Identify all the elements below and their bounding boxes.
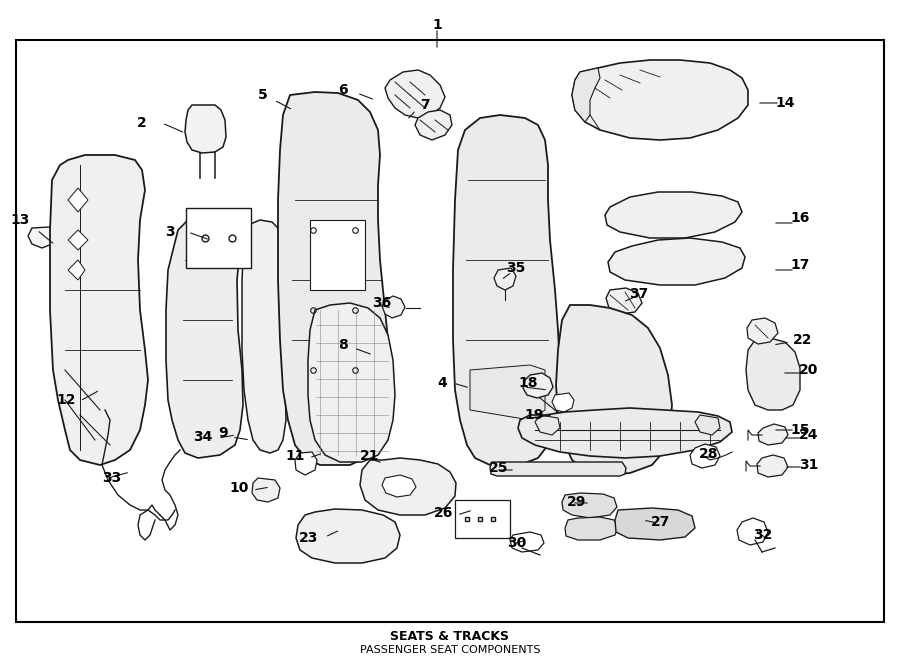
Polygon shape	[296, 509, 400, 563]
Text: 12: 12	[57, 393, 76, 407]
Text: 22: 22	[793, 333, 813, 347]
Polygon shape	[605, 192, 742, 238]
Polygon shape	[360, 458, 456, 515]
Text: 9: 9	[219, 426, 228, 440]
Text: 23: 23	[299, 531, 318, 545]
Polygon shape	[185, 105, 226, 153]
Text: 2: 2	[137, 116, 147, 130]
Text: PASSENGER SEAT COMPONENTS: PASSENGER SEAT COMPONENTS	[360, 645, 540, 655]
Polygon shape	[565, 517, 618, 540]
Text: 4: 4	[437, 376, 447, 390]
Polygon shape	[572, 68, 600, 122]
Text: 30: 30	[507, 536, 526, 550]
Polygon shape	[556, 305, 672, 475]
Polygon shape	[68, 188, 88, 212]
Text: 15: 15	[790, 423, 810, 437]
Polygon shape	[50, 155, 148, 465]
Polygon shape	[470, 365, 545, 420]
Text: 16: 16	[790, 211, 810, 225]
Text: 26: 26	[434, 506, 453, 520]
Polygon shape	[562, 493, 617, 518]
Text: 5: 5	[258, 88, 268, 102]
Polygon shape	[523, 373, 553, 398]
Polygon shape	[737, 518, 768, 545]
Polygon shape	[552, 393, 574, 412]
Text: SEATS & TRACKS: SEATS & TRACKS	[391, 630, 509, 643]
Polygon shape	[747, 318, 778, 344]
Text: 11: 11	[285, 449, 305, 463]
Text: 7: 7	[420, 98, 429, 112]
Polygon shape	[382, 296, 405, 318]
Polygon shape	[572, 60, 748, 140]
Polygon shape	[606, 288, 642, 314]
Text: 17: 17	[790, 258, 810, 272]
Text: 3: 3	[166, 225, 175, 239]
Text: 36: 36	[372, 296, 392, 310]
Text: 10: 10	[230, 481, 249, 495]
Polygon shape	[758, 424, 788, 445]
Text: 31: 31	[798, 458, 818, 472]
Polygon shape	[615, 508, 695, 540]
Text: 24: 24	[798, 428, 818, 442]
Polygon shape	[278, 92, 388, 465]
Text: 19: 19	[524, 408, 544, 422]
Text: 35: 35	[506, 261, 526, 275]
Text: 18: 18	[518, 376, 537, 390]
Polygon shape	[310, 220, 365, 290]
Text: 28: 28	[698, 447, 718, 461]
Bar	[16, 40, 884, 622]
Polygon shape	[252, 478, 280, 502]
Polygon shape	[494, 268, 516, 290]
Text: 34: 34	[194, 430, 213, 444]
Polygon shape	[68, 260, 85, 280]
Text: 21: 21	[360, 449, 380, 463]
Polygon shape	[242, 220, 286, 453]
Polygon shape	[28, 227, 55, 248]
Text: 33: 33	[102, 471, 122, 485]
Text: 8: 8	[338, 338, 348, 352]
Polygon shape	[68, 230, 88, 250]
Text: 27: 27	[651, 515, 670, 529]
Text: 20: 20	[798, 363, 818, 377]
Text: 25: 25	[489, 461, 508, 475]
Polygon shape	[757, 455, 788, 477]
Polygon shape	[608, 238, 745, 285]
Polygon shape	[382, 475, 416, 497]
Polygon shape	[690, 444, 720, 468]
Polygon shape	[295, 452, 317, 475]
Polygon shape	[518, 408, 732, 458]
Polygon shape	[510, 532, 544, 552]
Polygon shape	[490, 462, 626, 476]
Bar	[186, 208, 251, 268]
Text: 37: 37	[629, 287, 648, 301]
Polygon shape	[166, 216, 243, 458]
Text: 1: 1	[432, 18, 442, 32]
Polygon shape	[535, 415, 560, 435]
Polygon shape	[415, 110, 452, 140]
Polygon shape	[308, 303, 395, 462]
Text: 32: 32	[753, 528, 773, 542]
Polygon shape	[746, 338, 800, 410]
Polygon shape	[385, 70, 445, 118]
Bar	[455, 500, 510, 538]
Text: 29: 29	[567, 495, 587, 509]
Polygon shape	[453, 115, 560, 465]
Text: 14: 14	[776, 96, 795, 110]
Text: 13: 13	[11, 213, 30, 227]
Text: 6: 6	[338, 83, 348, 97]
Polygon shape	[695, 415, 720, 435]
